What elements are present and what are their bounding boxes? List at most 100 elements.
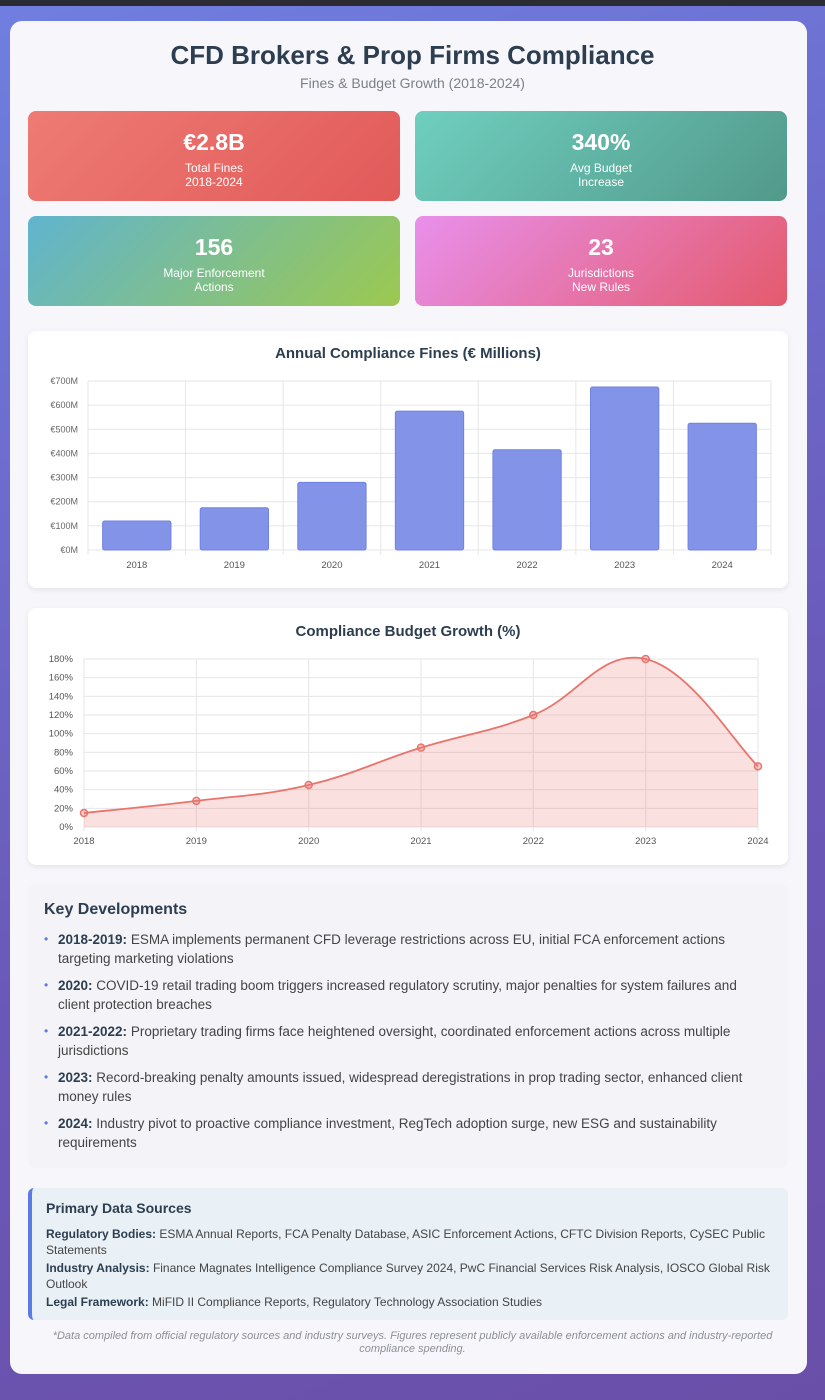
bar — [102, 520, 172, 551]
budget-chart-title: Compliance Budget Growth (%) — [295, 623, 521, 640]
stat-value: 340% — [571, 129, 631, 155]
y-tick-label: €700M — [50, 376, 78, 386]
source-label: Industry Analysis: — [46, 1261, 150, 1275]
x-tick-label: 2020 — [298, 836, 319, 847]
list-item-text: ESMA implements permanent CFD leverage r… — [58, 932, 726, 966]
bar — [492, 449, 562, 551]
y-tick-label: €400M — [50, 448, 78, 458]
list-item-label: 2021-2022: — [58, 1024, 128, 1039]
list-item-label: 2024: — [58, 1116, 93, 1131]
y-tick-label: 60% — [54, 766, 74, 777]
y-tick-label: 100% — [49, 729, 74, 740]
list-item: • 2021-2022: Proprietary trading firms fa… — [44, 1022, 764, 1060]
bullet-icon: • — [44, 978, 49, 992]
fines-chart-panel: Annual Compliance Fines (€ Millions) €0M… — [28, 331, 788, 588]
bar — [687, 422, 757, 551]
y-tick-label: €600M — [50, 400, 78, 410]
source-item: Regulatory Bodies: ESMA Annual Reports, … — [46, 1226, 774, 1258]
source-text: ESMA Annual Reports, FCA Penalty Databas… — [46, 1227, 765, 1257]
footnote: *Data compiled from official regulatory … — [52, 1330, 773, 1355]
list-item-text: Industry pivot to proactive compliance i… — [58, 1116, 717, 1150]
source-label: Regulatory Bodies: — [46, 1227, 157, 1241]
list-item-label: 2018-2019: — [58, 932, 128, 947]
x-tick-label: 2019 — [186, 836, 207, 847]
list-item-label: 2023: — [58, 1070, 93, 1085]
x-tick-label: 2024 — [747, 836, 768, 847]
x-tick-label: 2018 — [73, 836, 94, 847]
bar — [589, 386, 660, 551]
stat-label: Avg Budget Increase — [570, 161, 632, 189]
data-point — [304, 780, 313, 790]
bar — [394, 410, 465, 551]
x-tick-label: 2022 — [523, 836, 544, 847]
page-title: CFD Brokers & Prop Firms Compliance — [170, 40, 655, 70]
bullet-icon: • — [44, 932, 49, 946]
stat-value: 156 — [194, 234, 234, 260]
y-tick-label: 20% — [54, 803, 74, 814]
key-developments-heading: Key Developments — [44, 901, 188, 918]
y-tick-label: €100M — [50, 521, 78, 531]
stat-label: Jurisdictions New Rules — [567, 266, 635, 294]
stat-card-enforcement-actions: 156 Major Enforcement Actions — [28, 216, 400, 306]
list-item-text: COVID-19 retail trading boom triggers in… — [58, 978, 737, 1012]
fines-chart-title: Annual Compliance Fines (€ Millions) — [275, 345, 541, 362]
list-item-text: Proprietary trading firms face heightene… — [58, 1024, 731, 1058]
y-tick-label: €300M — [50, 473, 78, 483]
x-tick-label: 2019 — [224, 560, 245, 571]
y-tick-label: 180% — [49, 654, 74, 665]
data-point — [79, 808, 89, 818]
y-tick-label: 40% — [54, 785, 74, 796]
stat-card-total-fines: €2.8B Total Fines 2018-2024 — [28, 111, 400, 201]
budget-area-chart: 0% 20% 40% 60% 80% 100% 120% 140% 160% 180% 2018 20… — [49, 654, 769, 847]
list-item: • 2020: COVID-19 retail trading boom trig… — [44, 976, 764, 1014]
stat-value: 23 — [588, 234, 614, 260]
stat-label: Total Fines 2018-2024 — [184, 161, 244, 189]
data-sources-panel: Primary Data Sources Regulatory Bodies: … — [28, 1188, 788, 1320]
y-tick-label: 120% — [49, 710, 74, 721]
bullet-icon: • — [44, 1070, 49, 1084]
data-sources-heading: Primary Data Sources — [46, 1200, 192, 1216]
y-tick-label: €200M — [50, 497, 78, 507]
x-tick-label: 2022 — [517, 560, 538, 571]
data-point — [192, 796, 201, 806]
fines-bar-chart: €0M €100M €200M €300M €400M €500M €600M €700M 20… — [50, 376, 772, 571]
stat-label: Major Enforcement Actions — [163, 266, 265, 294]
y-tick-label: €0M — [60, 545, 78, 555]
key-developments-list: • 2018-2019: ESMA implements permanent CF… — [44, 930, 764, 1160]
data-point — [529, 710, 538, 720]
source-label: Legal Framework: — [46, 1295, 149, 1309]
stat-card-jurisdictions: 23 Jurisdictions New Rules — [415, 216, 787, 306]
x-tick-label: 2021 — [419, 560, 440, 571]
list-item-label: 2020: — [58, 978, 93, 993]
x-tick-label: 2021 — [410, 836, 431, 847]
list-item-text: Record-breaking penalty amounts issued, … — [58, 1070, 743, 1104]
source-item: Industry Analysis: Finance Magnates Inte… — [46, 1260, 774, 1292]
bar — [297, 481, 367, 551]
stat-value: €2.8B — [183, 129, 245, 155]
window-top-bar — [0, 0, 825, 6]
y-tick-label: 80% — [54, 747, 74, 758]
data-point — [416, 743, 426, 752]
budget-chart-panel: Compliance Budget Growth (%) 0% 20% 40% 60%… — [28, 608, 788, 865]
source-text: Finance Magnates Intelligence Compliance… — [46, 1261, 770, 1291]
y-tick-label: €500M — [50, 424, 78, 434]
x-tick-label: 2020 — [321, 560, 342, 571]
key-developments-panel: Key Developments • 2018-2019: ESMA implem… — [28, 884, 788, 1168]
bullet-icon: • — [44, 1024, 49, 1038]
list-item: • 2024: Industry pivot to proactive compl… — [44, 1114, 764, 1152]
source-item: Legal Framework: MiFID II Compliance Rep… — [46, 1294, 774, 1310]
x-tick-label: 2024 — [712, 560, 733, 571]
y-tick-label: 0% — [59, 822, 73, 833]
data-point — [753, 762, 763, 771]
area-fill — [84, 657, 758, 827]
x-tick-label: 2018 — [126, 560, 147, 571]
y-tick-label: 140% — [49, 691, 74, 702]
page-subtitle: Fines & Budget Growth (2018-2024) — [300, 75, 525, 91]
y-tick-label: 160% — [49, 673, 74, 684]
bar — [199, 507, 270, 551]
data-point — [641, 654, 650, 664]
stat-card-budget-increase: 340% Avg Budget Increase — [415, 111, 787, 201]
list-item: • 2023: Record-breaking penalty amounts i… — [44, 1068, 764, 1106]
bullet-icon: • — [44, 1116, 49, 1130]
x-tick-label: 2023 — [614, 560, 635, 571]
